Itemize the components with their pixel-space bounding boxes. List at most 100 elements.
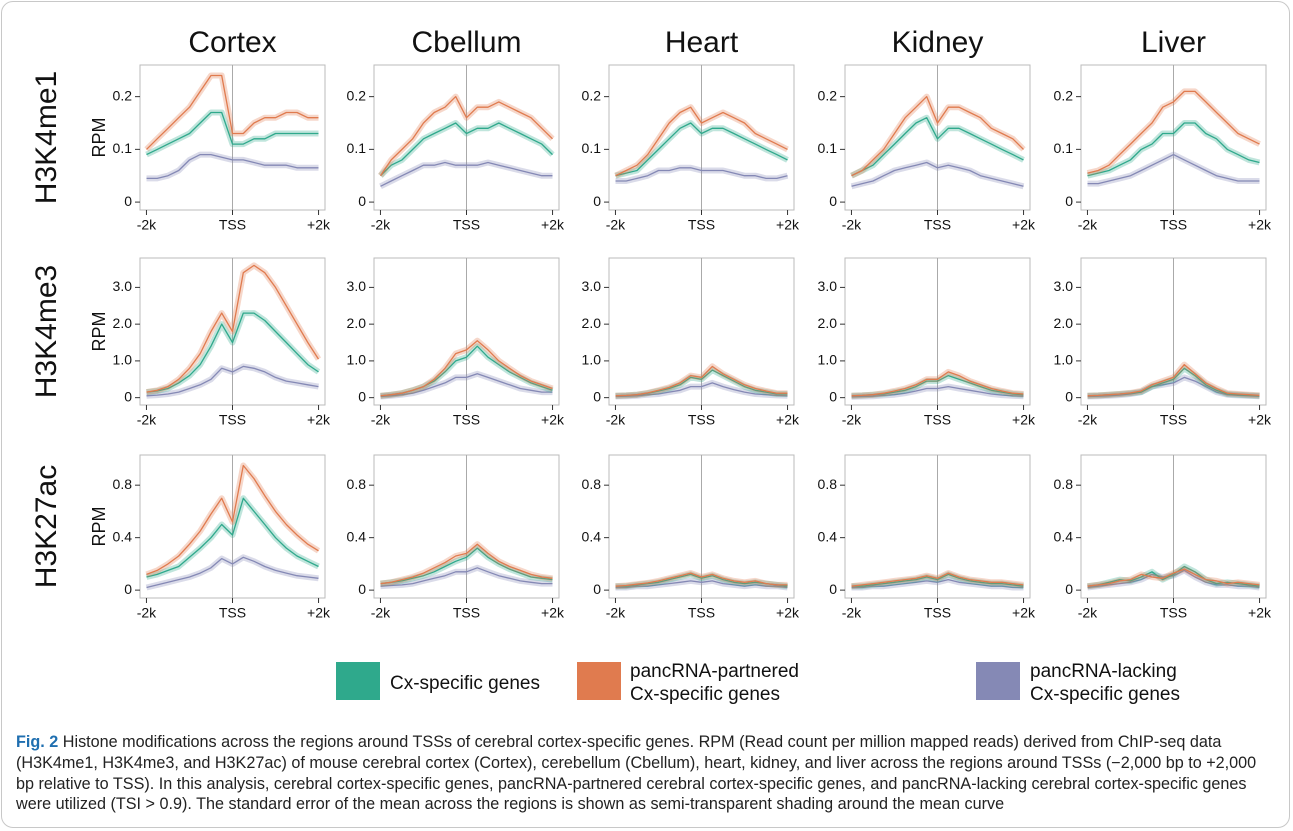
y-axis-label: RPM xyxy=(89,118,109,158)
x-tick-label: -2k xyxy=(137,605,157,621)
series-line xyxy=(146,264,320,393)
x-tick-label: +2k xyxy=(776,605,800,621)
y-axis-label: RPM xyxy=(89,507,109,547)
x-tick-label: TSS xyxy=(924,605,951,621)
y-tick-label: 0 xyxy=(124,581,132,597)
series-line xyxy=(380,340,553,397)
y-tick-label: 3.0 xyxy=(1054,278,1074,294)
x-tick-label: +2k xyxy=(541,217,565,233)
x-tick-label: -2k xyxy=(842,217,862,233)
y-tick-label: 0.1 xyxy=(347,140,367,156)
x-tick-label: +2k xyxy=(307,217,331,233)
y-tick-label: 0.1 xyxy=(582,140,602,156)
legend-swatch xyxy=(336,662,380,700)
x-tick-label: -2k xyxy=(1078,217,1098,233)
caption-text: Histone modifications across the regions… xyxy=(16,733,1257,814)
series-line xyxy=(615,106,788,177)
x-tick-label: TSS xyxy=(924,217,951,233)
x-tick-label: +2k xyxy=(1248,217,1272,233)
x-tick-label: -2k xyxy=(606,412,626,428)
y-tick-label: 0 xyxy=(1065,581,1073,597)
legend-label: Cx-specific genes xyxy=(390,673,540,694)
y-tick-label: 0.8 xyxy=(818,476,838,492)
y-tick-label: 0.4 xyxy=(582,528,602,544)
y-tick-label: 1.0 xyxy=(582,352,602,368)
y-axis-label: RPM xyxy=(89,312,109,352)
series-line xyxy=(1087,122,1260,177)
series-line xyxy=(380,567,553,587)
x-tick-label: TSS xyxy=(453,217,480,233)
row-title: H3K4me1 xyxy=(30,71,63,204)
y-tick-label: 0 xyxy=(829,193,837,209)
x-tick-label: TSS xyxy=(219,217,246,233)
x-tick-label: -2k xyxy=(137,217,157,233)
caption-label: Fig. 2 xyxy=(16,733,59,751)
series-line xyxy=(146,111,319,156)
y-tick-label: 0.2 xyxy=(113,87,133,103)
y-tick-label: 0.1 xyxy=(113,140,133,156)
series-line xyxy=(1087,569,1260,589)
series-line xyxy=(851,371,1024,397)
row-title: H3K4me3 xyxy=(30,265,63,398)
y-tick-label: 0 xyxy=(829,581,837,597)
row-title: H3K27ac xyxy=(30,465,63,588)
x-tick-label: TSS xyxy=(1160,605,1187,621)
x-tick-label: TSS xyxy=(453,412,480,428)
y-tick-label: 0.4 xyxy=(113,528,133,544)
x-tick-label: +2k xyxy=(307,605,331,621)
x-tick-label: -2k xyxy=(371,217,391,233)
series-line xyxy=(851,572,1024,587)
x-tick-label: TSS xyxy=(219,412,246,428)
series-line xyxy=(380,547,553,585)
y-tick-label: 1.0 xyxy=(818,352,838,368)
y-tick-label: 3.0 xyxy=(818,278,838,294)
y-tick-label: 2.0 xyxy=(818,315,838,331)
y-tick-label: 0.4 xyxy=(1054,528,1074,544)
y-tick-label: 0 xyxy=(593,388,601,404)
series-line xyxy=(1087,90,1260,174)
x-tick-label: TSS xyxy=(1160,217,1187,233)
y-tick-label: 0.2 xyxy=(347,87,367,103)
column-title: Liver xyxy=(1141,26,1206,59)
x-tick-label: TSS xyxy=(219,605,246,621)
x-tick-label: -2k xyxy=(137,412,157,428)
series-line xyxy=(146,556,319,589)
y-tick-label: 0.4 xyxy=(818,528,838,544)
series-line xyxy=(615,167,788,182)
series-line xyxy=(380,543,553,585)
x-tick-label: TSS xyxy=(688,605,715,621)
legend-label: pancRNA-partnered Cx-specific genes xyxy=(630,661,799,705)
series-line xyxy=(146,312,319,393)
series-line xyxy=(146,153,319,180)
legend-label: pancRNA-lacking Cx-specific genes xyxy=(1030,661,1180,705)
series-line xyxy=(851,95,1024,177)
y-tick-label: 3.0 xyxy=(113,278,133,294)
x-tick-label: TSS xyxy=(453,605,480,621)
y-tick-label: 2.0 xyxy=(347,315,367,331)
column-title: Cbellum xyxy=(411,26,521,59)
y-tick-label: 0.1 xyxy=(818,140,838,156)
series-line xyxy=(380,373,553,398)
x-tick-label: +2k xyxy=(1012,217,1036,233)
x-tick-label: -2k xyxy=(842,605,862,621)
y-tick-label: 0.8 xyxy=(113,476,133,492)
x-tick-label: +2k xyxy=(541,412,565,428)
y-tick-label: 1.0 xyxy=(113,352,133,368)
x-tick-label: +2k xyxy=(776,412,800,428)
caption: Fig. 2 Histone modifications across the … xyxy=(16,732,1278,815)
series-line xyxy=(1087,153,1260,185)
x-tick-label: -2k xyxy=(606,605,626,621)
x-tick-label: TSS xyxy=(688,412,715,428)
y-tick-label: 0 xyxy=(593,193,601,209)
x-tick-label: -2k xyxy=(371,412,391,428)
y-tick-label: 2.0 xyxy=(113,315,133,331)
x-tick-label: TSS xyxy=(924,412,951,428)
x-tick-label: TSS xyxy=(688,217,715,233)
x-tick-label: TSS xyxy=(1160,412,1187,428)
y-tick-label: 0.8 xyxy=(1054,476,1074,492)
y-tick-label: 1.0 xyxy=(347,352,367,368)
y-tick-label: 2.0 xyxy=(582,315,602,331)
legend-swatch xyxy=(976,662,1020,700)
series-line xyxy=(380,122,553,177)
